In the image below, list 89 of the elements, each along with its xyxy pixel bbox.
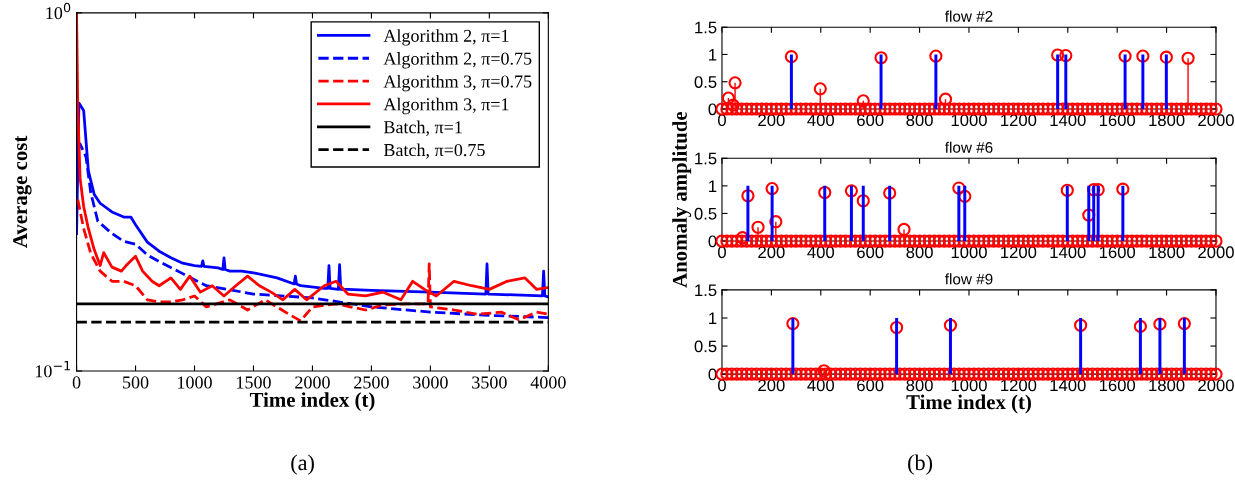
x-tick-label: 4000: [530, 376, 566, 389]
point: [929, 49, 943, 63]
text: (b): [908, 454, 933, 475]
x-tick-label: 1200: [1001, 379, 1037, 392]
y-tick-label: 1: [709, 49, 717, 61]
y-tick-label: 10$^{−1}$: [35, 361, 71, 378]
text: (a): [291, 454, 314, 475]
x-tick-label: 0: [718, 379, 726, 392]
y-axis-title: Anomaly amplitude: [672, 111, 692, 288]
point: [813, 82, 827, 96]
point: [844, 184, 858, 198]
legend-label: Algorithm 3, π=1: [383, 97, 509, 115]
point: [874, 51, 888, 65]
point: [769, 215, 783, 229]
chart-title: flow #2: [945, 10, 993, 22]
legend-label: Algorithm 2, π=0.75: [383, 52, 532, 69]
y-tick-label: 1.5: [695, 21, 717, 34]
x-tick-label: 0: [72, 376, 81, 389]
point: [1177, 317, 1191, 331]
point: [897, 222, 911, 237]
chart-title: flow #9: [945, 273, 993, 285]
point: [728, 76, 742, 90]
x-tick-label: 1400: [1050, 114, 1086, 127]
legend-label: Algorithm 3, π=0.75: [383, 74, 532, 92]
y-tick-label: 1: [709, 312, 717, 325]
point: [1051, 48, 1065, 62]
point: [883, 186, 897, 200]
point: [765, 182, 779, 196]
x-tick-label: 3000: [413, 376, 448, 389]
legend-label: Algorithm 2, π=1: [383, 29, 509, 46]
point: [943, 318, 958, 332]
x-tick-label: 1600: [1099, 379, 1136, 392]
legend-label: Batch, π=0.75: [383, 143, 485, 159]
point: [1153, 317, 1167, 331]
point: [1059, 48, 1073, 63]
point: [856, 94, 870, 108]
x-tick-label: 1400: [1050, 246, 1086, 259]
legend-label: Batch, π=1: [383, 120, 462, 136]
y-tick-label: 1.5: [695, 152, 717, 165]
y-tick-label: 1.5: [695, 284, 717, 297]
chart-title: flow #6: [945, 141, 993, 153]
x-tick-label: 2000: [295, 376, 330, 389]
x-tick-label: 2500: [354, 376, 389, 389]
point: [784, 50, 798, 64]
x-tick-label: 800: [906, 379, 933, 392]
point: [938, 92, 953, 106]
point: [786, 317, 800, 331]
y-tick-label: 0.5: [694, 76, 717, 88]
y-tick-label: 10$^{0}$: [46, 2, 71, 20]
y-tick-label: 0.5: [694, 340, 717, 353]
x-tick-label: 2000: [1198, 114, 1234, 127]
point: [741, 189, 755, 203]
x-tick-label: 2000: [1198, 246, 1234, 259]
x-tick-label: 2000: [1198, 379, 1234, 392]
point: [751, 220, 765, 234]
point: [1074, 318, 1088, 332]
x-axis-title: Time index (t): [249, 392, 375, 412]
point: [1159, 50, 1173, 64]
x-tick-label: 500: [123, 376, 149, 389]
x-tick-label: 400: [807, 379, 835, 392]
y-tick-label: 1: [709, 180, 717, 192]
point: [1133, 319, 1147, 334]
point: [1116, 182, 1130, 196]
y-tick-label: 0: [708, 103, 717, 116]
x-tick-label: 200: [758, 379, 785, 392]
point: [952, 181, 966, 195]
y-axis-title: Average cost: [13, 135, 32, 248]
x-axis-title: Time index (t): [906, 394, 1031, 414]
x-tick-label: 1800: [1149, 379, 1185, 392]
point: [856, 194, 870, 208]
point: [1091, 183, 1105, 197]
y-tick-label: 0: [708, 235, 717, 248]
x-tick-label: 1000: [178, 376, 212, 389]
x-tick-label: 1000: [951, 379, 987, 392]
point: [818, 185, 832, 200]
point: [1181, 51, 1195, 65]
point: [1136, 49, 1150, 63]
y-tick-label: 0: [708, 368, 717, 381]
x-tick-label: 1500: [237, 376, 271, 389]
point: [958, 189, 972, 203]
x-tick-label: 3500: [472, 376, 507, 389]
point: [890, 320, 904, 335]
point: [1060, 183, 1074, 197]
point: [1118, 49, 1132, 63]
x-tick-label: 600: [857, 379, 884, 392]
point: [817, 364, 831, 378]
y-tick-label: 0.5: [694, 207, 717, 220]
x-tick-label: 1400: [1050, 379, 1086, 392]
point: [721, 91, 735, 105]
